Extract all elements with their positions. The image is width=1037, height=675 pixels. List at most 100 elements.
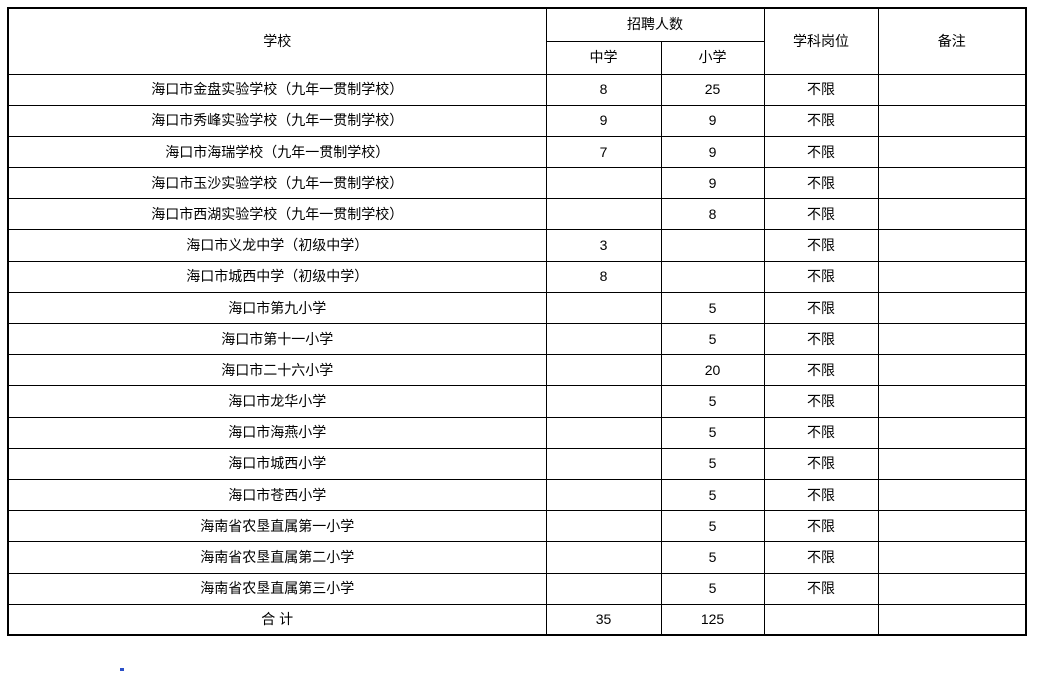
cursor-dot [120, 668, 124, 671]
subject-position-cell: 不限 [763, 385, 879, 418]
primary-school-count-cell: 5 [660, 416, 765, 449]
subject-position-cell: 不限 [763, 104, 879, 137]
school-name-cell: 海口市义龙中学（初级中学） [7, 229, 547, 262]
header-row-2: 中学 小学 [8, 40, 1026, 75]
primary-school-count-cell: 5 [660, 541, 765, 574]
primary-school-count-cell: 5 [660, 291, 765, 325]
primary-school-count-cell: 25 [660, 73, 765, 106]
primary-school-count-cell: 5 [660, 478, 765, 512]
remarks-cell [877, 260, 1027, 293]
middle-school-count-cell [545, 510, 662, 543]
header-school: 学校 [7, 7, 547, 75]
table-row: 海口市玉沙实验学校（九年一贯制学校） 9 不限 [7, 167, 1027, 200]
primary-school-count-cell: 8 [660, 198, 765, 231]
remarks-cell [877, 135, 1027, 169]
table-row: 海口市第九小学 5 不限 [7, 291, 1027, 325]
table-row: 海口市二十六小学 20 不限 [7, 354, 1027, 387]
middle-school-count-cell: 8 [545, 260, 662, 293]
primary-school-count-cell: 5 [660, 447, 765, 480]
school-name-cell: 海口市第九小学 [7, 291, 547, 325]
remarks-cell [877, 104, 1027, 137]
remarks-cell [877, 229, 1027, 262]
table-row: 海口市海瑞学校（九年一贯制学校） 7 9 不限 [7, 135, 1027, 169]
middle-school-count-cell [545, 167, 662, 200]
header-recruit-count: 招聘人数 [545, 7, 765, 42]
remarks-cell [877, 510, 1027, 543]
middle-school-count-cell: 3 [545, 229, 662, 262]
school-name-cell: 海口市二十六小学 [7, 354, 547, 387]
middle-school-count-cell [545, 291, 662, 325]
recruitment-table: 学校 招聘人数 学科岗位 备注 中学 小学 海口市金盘实验学校（九年一贯制学校）… [7, 7, 1027, 637]
middle-school-count-cell [545, 354, 662, 387]
school-name-cell: 合 计 [7, 603, 547, 636]
middle-school-count-cell [545, 385, 662, 418]
middle-school-count-cell: 9 [545, 104, 662, 137]
primary-school-count-cell: 9 [660, 104, 765, 137]
table-row: 海口市义龙中学（初级中学） 3 不限 [7, 229, 1027, 262]
primary-school-count-cell: 9 [660, 167, 765, 200]
subject-position-cell [763, 603, 879, 636]
subject-position-cell: 不限 [763, 354, 879, 387]
table-body: 海口市金盘实验学校（九年一贯制学校） 8 25 不限 海口市秀峰实验学校（九年一… [7, 73, 1027, 636]
remarks-cell [877, 385, 1027, 418]
header-row-1: 学校 招聘人数 学科岗位 备注 [7, 7, 1027, 75]
remarks-cell [877, 167, 1027, 200]
table-row: 海南省农垦直属第三小学 5 不限 [7, 572, 1027, 605]
primary-school-count-cell: 5 [660, 510, 765, 543]
remarks-cell [877, 541, 1027, 574]
subject-position-cell: 不限 [763, 260, 879, 293]
school-name-cell: 海口市龙华小学 [7, 385, 547, 418]
table-row: 海口市城西小学 5 不限 [7, 447, 1027, 480]
school-name-cell: 海口市金盘实验学校（九年一贯制学校） [7, 73, 547, 106]
school-name-cell: 海口市海瑞学校（九年一贯制学校） [7, 135, 547, 169]
remarks-cell [877, 447, 1027, 480]
primary-school-count-cell [660, 260, 765, 293]
primary-school-count-cell: 20 [660, 354, 765, 387]
table-row: 海口市苍西小学 5 不限 [7, 478, 1027, 512]
table-row: 海口市城西中学（初级中学） 8 不限 [7, 260, 1027, 293]
school-name-cell: 海口市海燕小学 [7, 416, 547, 449]
remarks-cell [877, 603, 1027, 636]
table-row: 海口市第十一小学 5 不限 [7, 322, 1027, 356]
table-row: 海口市西湖实验学校（九年一贯制学校） 8 不限 [7, 198, 1027, 231]
school-name-cell: 海南省农垦直属第三小学 [7, 572, 547, 605]
subject-position-cell: 不限 [763, 198, 879, 231]
middle-school-count-cell [545, 198, 662, 231]
school-name-cell: 海南省农垦直属第一小学 [7, 510, 547, 543]
subject-position-cell: 不限 [763, 229, 879, 262]
subject-position-cell: 不限 [763, 478, 879, 512]
subject-position-cell: 不限 [763, 416, 879, 449]
school-name-cell: 海口市第十一小学 [7, 322, 547, 356]
school-name-cell: 海口市秀峰实验学校（九年一贯制学校） [7, 104, 547, 137]
table-row: 海口市龙华小学 5 不限 [7, 385, 1027, 418]
school-name-cell: 海口市城西中学（初级中学） [7, 260, 547, 293]
primary-school-count-cell: 5 [660, 572, 765, 605]
remarks-cell [877, 354, 1027, 387]
middle-school-count-cell [545, 416, 662, 449]
school-name-cell: 海口市西湖实验学校（九年一贯制学校） [7, 198, 547, 231]
subject-position-cell: 不限 [763, 541, 879, 574]
school-name-cell: 海口市城西小学 [7, 447, 547, 480]
middle-school-count-cell [545, 478, 662, 512]
primary-school-count-cell: 9 [660, 135, 765, 169]
subject-position-cell: 不限 [763, 135, 879, 169]
remarks-cell [877, 478, 1027, 512]
middle-school-count-cell: 7 [545, 135, 662, 169]
middle-school-count-cell: 8 [545, 73, 662, 106]
header-remarks: 备注 [877, 7, 1027, 75]
table-header: 学校 招聘人数 学科岗位 备注 中学 小学 [7, 7, 1027, 75]
table-row: 海口市秀峰实验学校（九年一贯制学校） 9 9 不限 [7, 104, 1027, 137]
remarks-cell [877, 322, 1027, 356]
remarks-cell [877, 291, 1027, 325]
middle-school-count-cell [545, 572, 662, 605]
remarks-cell [877, 572, 1027, 605]
primary-school-count-cell: 5 [660, 322, 765, 356]
middle-school-count-cell [545, 322, 662, 356]
table-row: 海口市金盘实验学校（九年一贯制学校） 8 25 不限 [7, 73, 1027, 106]
subject-position-cell: 不限 [763, 510, 879, 543]
school-name-cell: 海口市苍西小学 [7, 478, 547, 512]
remarks-cell [877, 198, 1027, 231]
table-row: 海口市海燕小学 5 不限 [7, 416, 1027, 449]
table-row: 海南省农垦直属第一小学 5 不限 [7, 510, 1027, 543]
middle-school-count-cell: 35 [545, 603, 662, 636]
